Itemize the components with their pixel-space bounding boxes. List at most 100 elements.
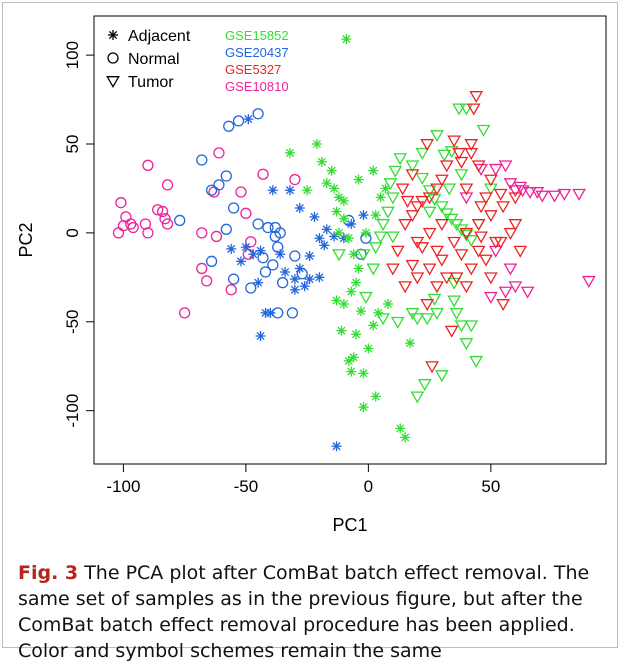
point-gse10810-circle <box>161 218 174 230</box>
point-gse20437-asterisk <box>243 114 254 125</box>
point-gse15852-triangle-down <box>422 185 437 198</box>
point-gse10810-triangle-down <box>483 291 498 304</box>
x-tick-label: -100 <box>106 477 140 496</box>
point-gse20437-asterisk <box>304 274 315 285</box>
point-gse15852-triangle-down <box>376 219 390 232</box>
point-gse15852-asterisk <box>341 34 352 45</box>
point-gse15852-triangle-down <box>386 192 400 205</box>
point-gse15852-asterisk <box>351 329 362 340</box>
point-gse10810-triangle-down <box>508 185 523 198</box>
point-gse20437-asterisk <box>346 219 357 229</box>
data-points <box>112 34 596 452</box>
point-gse10810-circle <box>240 207 252 219</box>
point-gse5327-triangle-down <box>420 139 435 152</box>
point-gse10810-triangle-down <box>503 178 518 191</box>
point-gse5327-triangle-down <box>422 263 437 276</box>
y-tick-label: 50 <box>63 135 82 154</box>
point-gse15852-triangle-down <box>415 172 430 185</box>
point-gse10810-triangle-down <box>530 187 545 200</box>
point-gse5327-triangle-down <box>471 245 486 258</box>
point-gse15852-triangle-down <box>434 370 449 383</box>
caption-text: The PCA plot after ComBat batch effect r… <box>18 562 590 662</box>
y-tick-label: 100 <box>63 41 82 69</box>
point-gse5327-triangle-down <box>496 299 510 312</box>
point-gse5327-triangle-down <box>483 272 498 285</box>
point-gse10810-triangle-down <box>535 190 550 203</box>
point-gse5327-triangle-down <box>474 201 488 214</box>
point-gse5327-triangle-down <box>410 201 425 214</box>
point-gse5327-triangle-down <box>464 139 479 152</box>
point-gse20437-asterisk <box>265 307 276 318</box>
legend-dataset-gse5327: GSE5327 <box>225 62 281 77</box>
point-gse5327-triangle-down <box>422 227 437 240</box>
point-gse10810-circle <box>196 227 208 239</box>
point-gse20437-asterisk <box>235 256 246 267</box>
legend-dataset-gse20437: GSE20437 <box>225 45 289 60</box>
point-gse20437-circle <box>196 154 208 166</box>
point-gse20437-asterisk <box>319 240 330 251</box>
point-gse20437-circle <box>205 255 218 267</box>
point-gse5327-triangle-down <box>405 259 420 272</box>
point-gse15852-asterisk <box>343 233 354 244</box>
point-gse20437-circle <box>267 259 279 271</box>
legend-dataset-gse15852: GSE15852 <box>225 28 289 43</box>
point-gse5327-triangle-down <box>493 236 508 249</box>
point-gse5327-triangle-down <box>447 135 461 148</box>
point-gse15852-triangle-down <box>356 249 371 262</box>
point-gse10810-triangle-down <box>498 160 513 173</box>
point-gse5327-triangle-down <box>398 219 412 232</box>
point-gse20437-circle <box>223 120 235 132</box>
legend-label-normal: Normal <box>128 51 180 68</box>
point-gse15852-triangle-down <box>373 231 388 244</box>
point-gse15852-triangle-down <box>427 194 442 207</box>
point-gse20437-circle <box>274 227 286 239</box>
point-gse10810-triangle-down <box>498 286 513 299</box>
point-gse10810-triangle-down <box>547 190 562 203</box>
point-gse5327-triangle-down <box>390 245 405 258</box>
legend-label-tumor: Tumor <box>128 74 174 91</box>
point-gse5327-triangle-down <box>503 227 518 240</box>
point-gse15852-asterisk <box>311 139 322 149</box>
point-gse15852-asterisk <box>353 174 364 185</box>
point-gse20437-asterisk <box>314 233 325 244</box>
point-gse5327-triangle-down <box>469 91 484 104</box>
point-gse15852-asterisk <box>405 338 416 349</box>
x-tick-label: 50 <box>481 477 500 496</box>
point-gse5327-triangle-down <box>415 242 430 255</box>
point-gse5327-triangle-down <box>444 325 459 338</box>
point-gse5327-triangle-down <box>454 249 469 262</box>
point-gse10810-triangle-down <box>488 163 503 176</box>
legend-symbol-tumor <box>106 76 120 89</box>
point-gse15852-triangle-down <box>447 295 461 308</box>
point-gse5327-triangle-down <box>405 169 420 182</box>
point-gse15852-asterisk <box>400 432 411 443</box>
point-gse15852-asterisk <box>348 249 359 260</box>
figure-label: Fig. 3 <box>18 562 79 584</box>
point-gse20437-circle <box>245 282 257 294</box>
point-gse20437-asterisk <box>314 272 325 283</box>
point-gse15852-triangle-down <box>471 219 486 232</box>
y-tick-label: -100 <box>63 394 82 428</box>
point-gse15852-asterisk <box>329 183 340 194</box>
point-gse20437-circle <box>286 307 299 319</box>
legend-symbol-normal <box>107 52 119 64</box>
x-tick-label: -50 <box>234 477 259 496</box>
point-gse15852-asterisk <box>333 192 344 203</box>
point-gse5327-triangle-down <box>430 281 444 294</box>
point-gse5327-triangle-down <box>439 160 454 173</box>
point-gse15852-asterisk <box>395 423 406 434</box>
point-gse5327-triangle-down <box>471 219 486 232</box>
point-gse15852-asterisk <box>358 368 369 379</box>
point-gse5327-triangle-down <box>496 201 510 214</box>
point-gse5327-triangle-down <box>471 160 486 173</box>
point-gse15852-triangle-down <box>452 103 466 116</box>
point-gse10810-triangle-down <box>520 286 535 299</box>
point-gse20437-circle <box>227 202 240 214</box>
point-gse15852-triangle-down <box>454 169 469 182</box>
point-gse20437-asterisk <box>267 185 278 196</box>
point-gse5327-triangle-down <box>479 192 493 205</box>
point-gse10810-triangle-down <box>557 188 572 201</box>
point-gse20437-asterisk <box>253 277 264 288</box>
point-gse15852-asterisk <box>370 391 381 402</box>
point-gse20437-asterisk <box>299 281 310 292</box>
